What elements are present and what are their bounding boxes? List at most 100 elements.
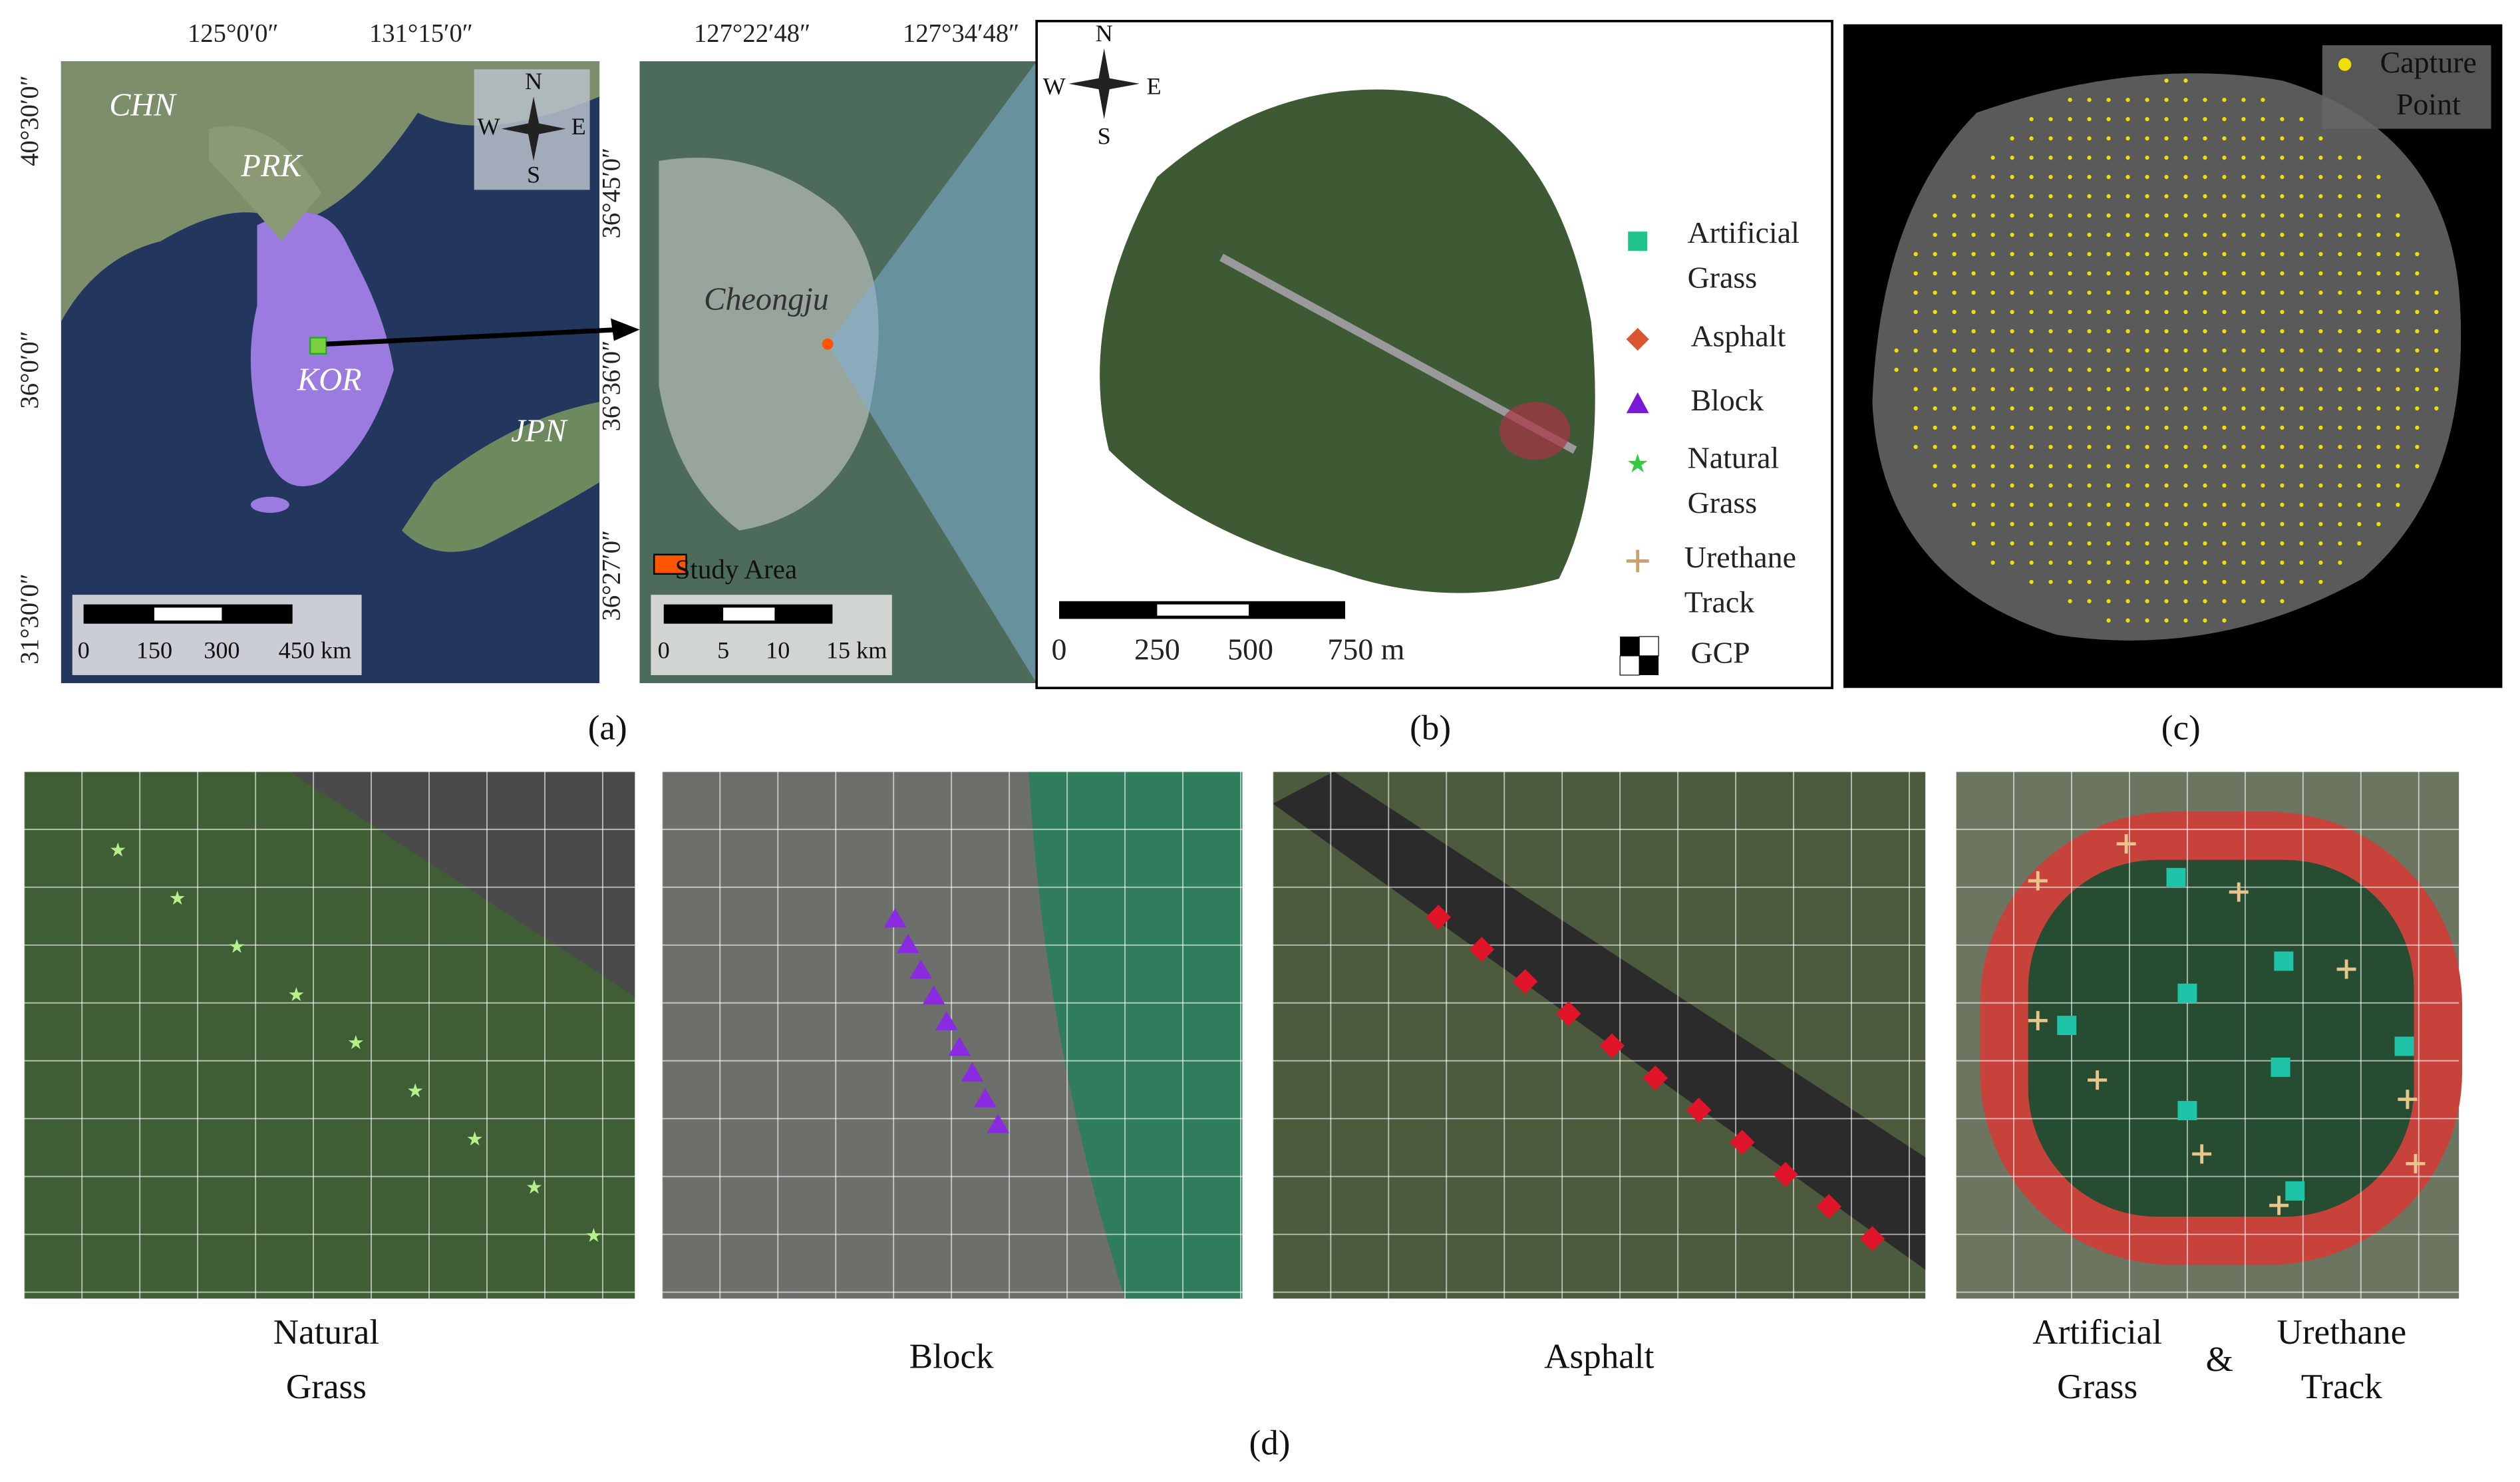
capture-point [2183,232,2188,237]
capture-point [2434,367,2439,372]
capture-point [2048,194,2053,199]
capture-point [2222,406,2227,411]
capture-point [2068,483,2072,488]
capture-point [1952,251,1957,257]
capture-point [2183,406,2188,411]
capture-point [2106,194,2111,199]
capture-point [2068,502,2072,508]
scale-label: 150 [136,637,172,663]
capture-point [1913,348,1918,353]
capture-point [1990,155,1995,160]
capture-point [2376,232,2381,237]
capture-point [2010,348,2014,353]
capture-point [2261,406,2265,411]
marker [909,959,933,979]
capture-point [2145,386,2149,392]
marker [2271,1057,2290,1077]
capture-point [2299,251,2304,257]
capture-point [2241,599,2246,603]
capture-point [2261,599,2265,603]
capture-point [2106,309,2111,315]
capture-point [2145,464,2149,469]
capture-point [2048,425,2053,430]
capture-point [2222,618,2227,623]
capture-point [2299,560,2304,565]
capture-point [2029,521,2034,527]
capture-point [2203,425,2207,430]
capture-point [2203,213,2207,218]
capture-point [2203,406,2207,411]
capture-point [2164,97,2169,102]
capture-point [2164,502,2169,508]
capture-point [1990,348,1995,353]
capture-point [2068,232,2072,237]
capture-point [2068,599,2072,603]
scale-label: 300 [204,637,239,663]
capture-point [2357,251,2362,257]
capture-point [1933,271,1937,276]
capture-point [2010,444,2014,450]
marker [973,1088,997,1108]
capture-point [1990,329,1995,334]
capture-point [2376,502,2381,508]
capture-point [2241,367,2246,372]
capture-point [2338,194,2342,199]
panel-label: Asphalt [1544,1337,1654,1376]
capture-point [2338,386,2342,392]
capture-point [2010,386,2014,392]
capture-point [1933,367,1937,372]
capture-point [2164,290,2169,295]
capture-point [2106,329,2111,334]
capture-point [2068,367,2072,372]
capture-point [1990,483,1995,488]
capture-point [2299,541,2304,545]
capture-point [2145,599,2149,603]
marker [2166,867,2186,887]
capture-point [2318,271,2323,276]
capture-point [2299,483,2304,488]
marker: ★ [406,1081,424,1102]
capture-point [2068,174,2072,180]
capture-point [2299,116,2304,122]
capture-point [1933,444,1937,450]
capture-point [2434,329,2439,334]
capture-point [2029,502,2034,508]
capture-point [2318,194,2323,199]
capture-point [2087,483,2092,488]
capture-point [1971,521,1976,527]
capture-point [2010,406,2014,411]
capture-point [2126,194,2130,199]
capture-point [2126,483,2130,488]
capture-point [2318,174,2323,180]
capture-point [2376,464,2381,469]
capture-point [2126,348,2130,353]
capture-point [2203,348,2207,353]
marker [1426,905,1451,930]
panel-c-map [1843,24,2503,688]
capture-point [2280,541,2284,545]
capture-point [2068,136,2072,141]
capture-point [2048,406,2053,411]
capture-point [2376,483,2381,488]
capture-point [2183,251,2188,257]
capture-point [2029,541,2034,545]
capture-point [2048,116,2053,122]
capture-point [2203,386,2207,392]
capture-point [1952,406,1957,411]
compass-label: N [525,68,542,94]
capture-point [1933,464,1937,469]
capture-point [2126,444,2130,450]
place-label: CHN [109,87,177,122]
capture-point [2126,406,2130,411]
capture-point [2261,116,2265,122]
capture-point [1990,560,1995,565]
capture-point [2068,425,2072,430]
capture-point [2280,232,2284,237]
capture-point [2241,251,2246,257]
capture-point [2164,194,2169,199]
capture-point [2222,560,2227,565]
capture-point [2261,271,2265,276]
capture-point [2241,194,2246,199]
capture-point [2280,386,2284,392]
capture-point [2338,444,2342,450]
